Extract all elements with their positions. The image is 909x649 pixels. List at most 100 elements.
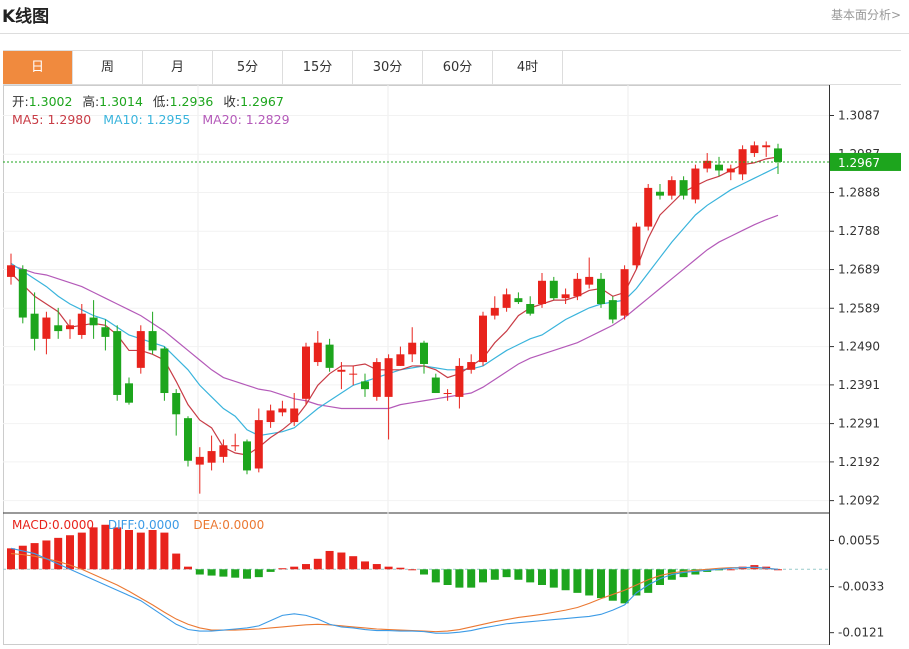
price-axis: 1.30871.29871.28881.27881.26891.25891.24… <box>3 85 901 645</box>
macd-bar <box>113 527 122 570</box>
macd-bar <box>656 569 664 585</box>
macd-bar <box>408 569 417 571</box>
macd-bar <box>337 552 346 570</box>
current-price-tag <box>830 152 901 171</box>
macd-bar <box>608 569 617 601</box>
y-tick-label: 1.2192 <box>838 455 880 469</box>
ma-legend: MA5: 1.2980 MA10: 1.2955 MA20: 1.2829 <box>12 112 290 127</box>
macd-bar <box>125 530 133 570</box>
candle-body <box>372 362 381 397</box>
tab-15min[interactable]: 15分 <box>283 51 353 84</box>
close-value: 1.2967 <box>240 94 284 109</box>
candle-body <box>148 331 157 351</box>
tab-4hour[interactable]: 4时 <box>493 51 563 84</box>
ohlc-info: 开:1.3002 高:1.3014 低:1.2936 收:1.2967 <box>12 94 284 109</box>
candle-body <box>384 358 393 397</box>
low-value: 1.2936 <box>170 94 214 109</box>
fundamental-analysis-link[interactable]: 基本面分析> <box>830 8 901 22</box>
macd-y-tick-label: -0.0121 <box>838 626 884 640</box>
candle-body <box>101 327 110 337</box>
macd-bar <box>726 569 735 571</box>
y-tick-label: 1.2092 <box>838 494 880 508</box>
dea-legend-item: DEA:0.0000 <box>193 518 264 532</box>
candle-body <box>18 269 27 318</box>
candle-body <box>89 317 98 326</box>
tab-30min[interactable]: 30分 <box>353 51 423 84</box>
candle-body <box>526 304 535 314</box>
y-tick-label: 1.2689 <box>838 263 880 277</box>
candle-body <box>337 369 346 372</box>
candle-body <box>762 145 771 148</box>
macd-bar <box>302 564 310 570</box>
ma10-legend: MA10: 1.2955 <box>103 112 190 127</box>
candle-body <box>514 298 523 303</box>
chart-grid <box>3 85 830 645</box>
candle-body <box>715 164 723 171</box>
macd-bar <box>195 569 204 575</box>
candle-body <box>738 149 747 175</box>
macd-bar <box>538 569 546 585</box>
macd-panel: 0.0055 -0.0033 -0.0121 <box>3 524 884 640</box>
candle-body <box>597 278 605 304</box>
macd-bar <box>243 569 251 579</box>
candle-body <box>349 373 358 375</box>
macd-bar <box>54 537 63 570</box>
macd-bar <box>620 569 629 604</box>
candle-body <box>774 148 782 162</box>
candle-body <box>160 348 169 394</box>
tab-day[interactable]: 日 <box>3 51 73 84</box>
y-tick-label: 1.2391 <box>838 378 880 392</box>
macd-bar <box>184 566 192 570</box>
macd-bar <box>644 569 653 593</box>
candle-body <box>479 315 487 363</box>
candle-body <box>184 418 192 461</box>
macd-bar <box>384 566 393 570</box>
tab-month[interactable]: 月 <box>143 51 213 84</box>
macd-bar <box>136 532 145 570</box>
moving-average-lines <box>10 156 779 456</box>
candle-body <box>561 294 570 299</box>
candle-body <box>538 280 546 304</box>
candle-body <box>30 313 39 339</box>
macd-bar <box>502 569 511 578</box>
candle-body <box>243 441 251 471</box>
candle-body <box>7 265 15 277</box>
candle-body <box>691 168 700 200</box>
candle-body <box>443 393 452 395</box>
macd-bar <box>148 530 157 570</box>
candle-body <box>219 445 228 457</box>
candle-body <box>302 346 310 399</box>
macd-bar <box>325 550 334 570</box>
candle-body <box>573 278 582 297</box>
macd-bar <box>231 569 240 578</box>
candle-body <box>278 408 287 413</box>
candle-body <box>77 313 86 335</box>
y-tick-label: 1.2589 <box>838 301 880 315</box>
ma20-legend: MA20: 1.2829 <box>202 112 289 127</box>
candle-body <box>455 365 464 397</box>
ma5-legend: MA5: 1.2980 <box>12 112 91 127</box>
y-tick-label: 1.3087 <box>838 109 880 123</box>
macd-bar <box>77 532 86 570</box>
kline-chart-svg[interactable]: 1.30871.29871.28881.27881.26891.25891.24… <box>3 85 901 645</box>
macd-bar <box>254 569 263 578</box>
close-label: 收: <box>223 94 240 109</box>
tab-60min[interactable]: 60分 <box>423 51 493 84</box>
macd-bar <box>172 553 181 570</box>
tab-5min[interactable]: 5分 <box>213 51 283 84</box>
macd-bar <box>420 569 428 575</box>
chart-area[interactable]: 1.30871.29871.28881.27881.26891.25891.24… <box>3 85 901 645</box>
macd-bar <box>561 569 570 591</box>
candle-body <box>313 342 322 363</box>
candle-body <box>467 362 476 370</box>
ma5-line <box>10 156 779 456</box>
tab-week[interactable]: 周 <box>73 51 143 84</box>
macd-bar <box>42 540 51 570</box>
candle-body <box>172 393 181 415</box>
macd-bar <box>101 524 110 570</box>
macd-bar <box>349 556 358 570</box>
candle-body <box>420 342 428 364</box>
macd-bar <box>278 568 287 570</box>
candle-body <box>408 342 417 355</box>
candle-body <box>42 317 51 339</box>
